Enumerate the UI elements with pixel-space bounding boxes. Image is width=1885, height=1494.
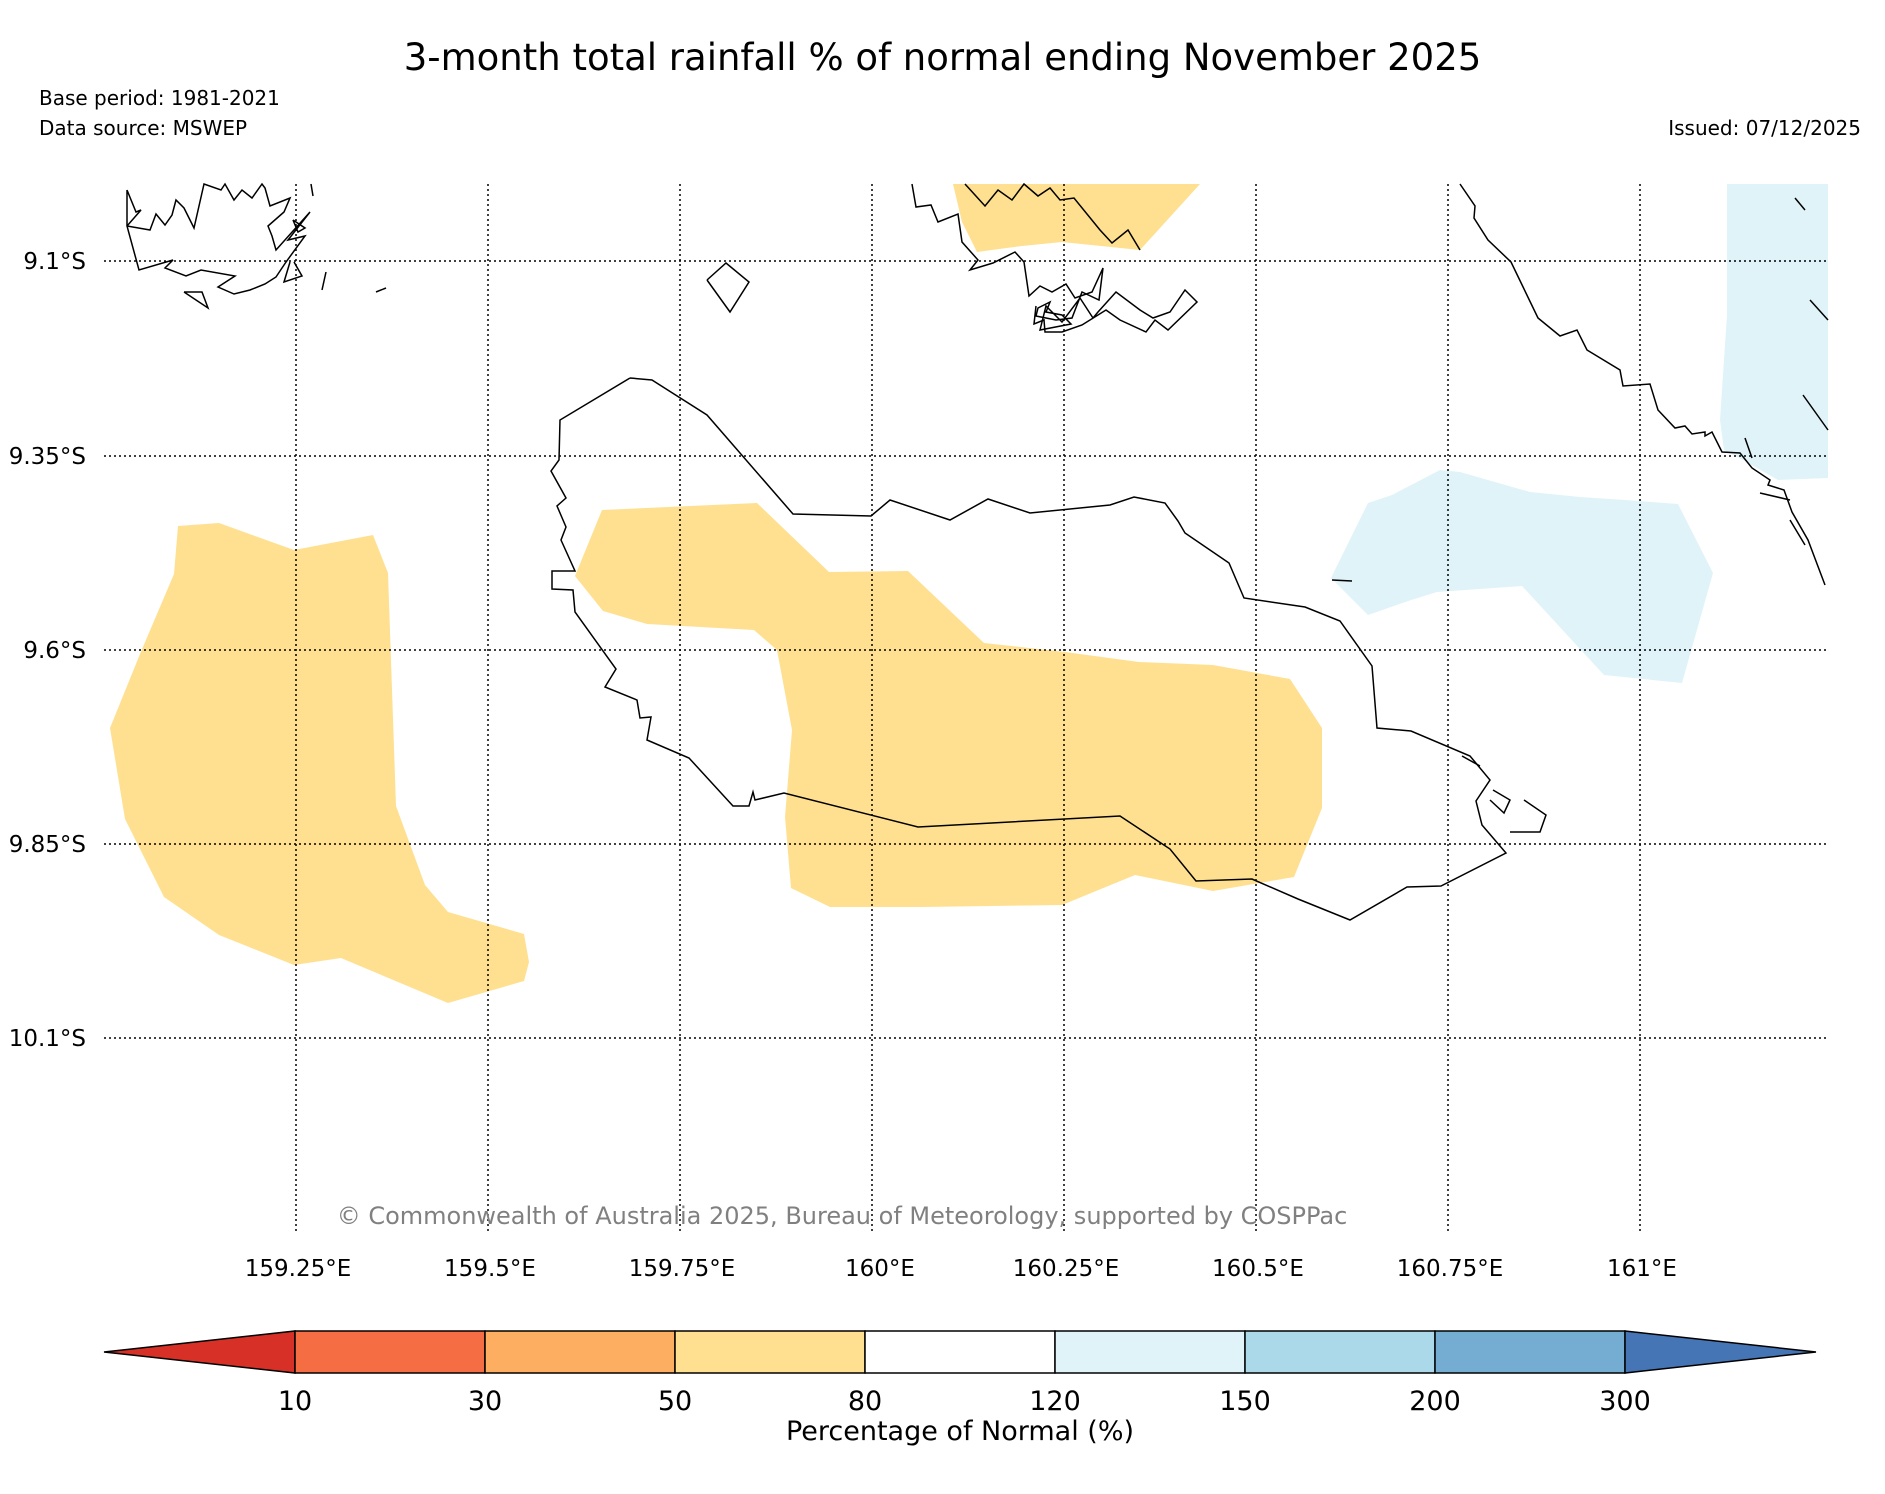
region-50-80-central bbox=[575, 503, 1322, 907]
region-50-80-north bbox=[953, 184, 1200, 252]
coastlines bbox=[126, 182, 1829, 921]
colorbar-segment-lt10 bbox=[103, 1330, 296, 1374]
colorbar-tick-10: 10 bbox=[278, 1386, 312, 1417]
coastline-east-islet-3 bbox=[1489, 789, 1511, 815]
lon-label-161: 161°E bbox=[1607, 1256, 1677, 1282]
lat-label-9.85: 9.85°S bbox=[9, 832, 86, 858]
colorbar bbox=[103, 1330, 1817, 1374]
lat-label-9.1: 9.1°S bbox=[23, 249, 86, 275]
lon-label-160.5: 160.5°E bbox=[1212, 1256, 1304, 1282]
coastline-malaita bbox=[1459, 183, 1826, 586]
colorbar-tick-80: 80 bbox=[848, 1386, 882, 1417]
colorbar-segment-10-30 bbox=[294, 1330, 486, 1374]
data-source-text: Data source: MSWEP bbox=[39, 116, 248, 140]
coastline-malaita-islet-2 bbox=[1809, 299, 1829, 321]
colorbar-segment-120-150 bbox=[1054, 1330, 1246, 1374]
lon-label-160.75: 160.75°E bbox=[1397, 1256, 1504, 1282]
coastline-east-islet-1 bbox=[1331, 579, 1353, 582]
colorbar-segment-30-50 bbox=[484, 1330, 676, 1374]
coastline-nggela-islet-5 bbox=[375, 287, 387, 293]
colorbar-label: Percentage of Normal (%) bbox=[786, 1416, 1134, 1447]
colorbar-tick-300: 300 bbox=[1599, 1386, 1651, 1417]
coastline-malaita-islet-5 bbox=[1759, 492, 1791, 501]
copyright-text: © Commonwealth of Australia 2025, Bureau… bbox=[337, 1202, 1348, 1230]
coastline-nggela-west bbox=[126, 182, 311, 295]
lon-label-159.25: 159.25°E bbox=[245, 1256, 352, 1282]
coastline-guadalcanal bbox=[550, 377, 1508, 921]
lon-label-160.25: 160.25°E bbox=[1013, 1256, 1120, 1282]
region-120-150-northeast bbox=[1720, 184, 1828, 480]
colorbar-tick-120: 120 bbox=[1029, 1386, 1081, 1417]
map-area: 9.1°S 9.35°S 9.6°S 9.85°S 10.1°S 159.25°… bbox=[9, 182, 1829, 1282]
base-period-text: Base period: 1981-2021 bbox=[39, 86, 280, 110]
graticule bbox=[104, 184, 1828, 1234]
coastline-north-inner bbox=[964, 182, 1141, 251]
coastline-malaita-islet-1 bbox=[1794, 197, 1806, 211]
lat-label-9.6: 9.6°S bbox=[23, 638, 86, 664]
coastline-malaita-islet-4 bbox=[1744, 437, 1753, 459]
region-120-150-east bbox=[1331, 470, 1713, 683]
coastline-nggela-islet-1 bbox=[183, 291, 210, 310]
lat-label-10.1: 10.1°S bbox=[9, 1026, 86, 1052]
coastline-east-islet-4 bbox=[1510, 799, 1547, 833]
colorbar-segment-200-300 bbox=[1434, 1330, 1626, 1374]
coastline-nggela-islet-3 bbox=[282, 261, 304, 284]
lat-label-9.35: 9.35°S bbox=[9, 444, 86, 470]
colorbar-segment-gt300 bbox=[1624, 1330, 1817, 1374]
coastline-north-islands bbox=[911, 183, 1199, 333]
region-50-80-west bbox=[110, 523, 529, 1003]
lon-label-159.75: 159.75°E bbox=[629, 1256, 736, 1282]
colorbar-segment-50-80 bbox=[674, 1330, 866, 1374]
coastline-malaita-islet-3 bbox=[1802, 394, 1829, 431]
lon-label-160: 160°E bbox=[845, 1256, 915, 1282]
coastline-savo bbox=[706, 262, 750, 314]
issued-date-text: Issued: 07/12/2025 bbox=[1668, 116, 1861, 140]
lon-label-159.5: 159.5°E bbox=[444, 1256, 536, 1282]
colorbar-tick-30: 30 bbox=[468, 1386, 502, 1417]
colorbar-segment-150-200 bbox=[1244, 1330, 1436, 1374]
colorbar-tick-200: 200 bbox=[1409, 1386, 1461, 1417]
chart-title: 3-month total rainfall % of normal endin… bbox=[403, 36, 1482, 79]
coastline-malaita-islet-6 bbox=[1789, 519, 1806, 546]
coastline-east-islet-2 bbox=[1461, 755, 1481, 767]
coastline-nggela-islet-6 bbox=[310, 183, 314, 197]
colorbar-segment-80-120 bbox=[864, 1330, 1056, 1374]
colorbar-tick-150: 150 bbox=[1219, 1386, 1271, 1417]
coastline-nggela-islet-4 bbox=[321, 271, 327, 291]
colorbar-tick-50: 50 bbox=[658, 1386, 692, 1417]
